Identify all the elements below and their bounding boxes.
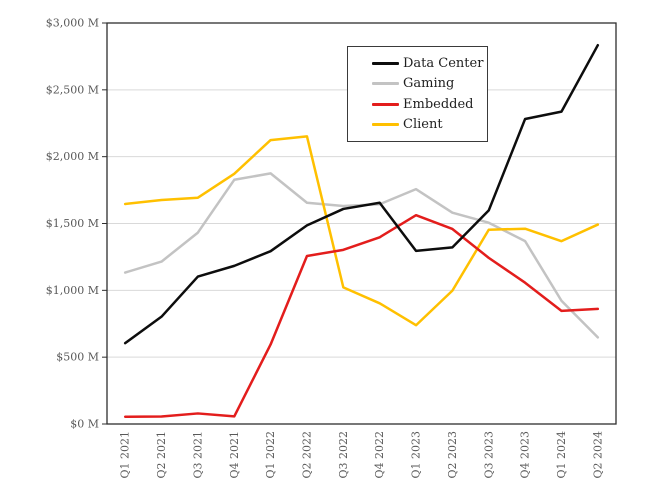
x-axis-label: Q2 2023 bbox=[446, 431, 459, 479]
legend-item-embedded: Embedded bbox=[372, 97, 483, 112]
y-axis-label: $1,000 M bbox=[46, 284, 99, 297]
x-axis-label: Q4 2021 bbox=[228, 431, 241, 479]
x-axis-label: Q1 2024 bbox=[555, 431, 568, 479]
x-axis-label: Q3 2023 bbox=[482, 431, 495, 479]
x-axis-label: Q4 2023 bbox=[519, 431, 532, 479]
data-center-line-swatch bbox=[372, 61, 399, 65]
y-axis-label: $500 M bbox=[56, 351, 99, 364]
client-line-swatch bbox=[372, 123, 399, 127]
series-line-client bbox=[123, 135, 600, 327]
x-axis-label: Q4 2022 bbox=[373, 431, 386, 479]
y-axis-label: $0 M bbox=[70, 418, 99, 431]
series-line-data-center bbox=[123, 43, 600, 345]
x-axis-label: Q2 2022 bbox=[300, 431, 313, 479]
y-axis-label: $3,000 M bbox=[46, 17, 99, 30]
legend-label-embedded: Embedded bbox=[403, 96, 474, 112]
x-axis-label: Q3 2022 bbox=[337, 431, 350, 479]
y-axis-ticks bbox=[102, 22, 107, 425]
legend-item-data-center: Data Center bbox=[372, 56, 483, 71]
embedded-line-swatch bbox=[372, 102, 399, 106]
plot-border bbox=[106, 22, 617, 425]
series-line-embedded bbox=[123, 213, 600, 419]
legend-label-data-center: Data Center bbox=[403, 55, 484, 71]
x-axis-label: Q2 2024 bbox=[591, 431, 604, 479]
legend-label-client: Client bbox=[403, 117, 443, 133]
legend: Data Center Gaming Embedded Client bbox=[347, 46, 488, 142]
legend-label-gaming: Gaming bbox=[403, 76, 455, 92]
legend-item-client: Client bbox=[372, 117, 483, 132]
x-axis-label: Q1 2021 bbox=[119, 431, 132, 479]
x-axis-label: Q1 2023 bbox=[410, 431, 423, 479]
x-axis-label: Q1 2022 bbox=[264, 431, 277, 479]
x-axis-label: Q3 2021 bbox=[191, 431, 204, 479]
y-axis-labels: $0 M $500 M $1,000 M $1,500 M $2,000 M $2,500… bbox=[46, 17, 99, 431]
gaming-line-swatch bbox=[372, 82, 399, 86]
y-axis-label: $1,500 M bbox=[46, 217, 99, 230]
y-axis-label: $2,000 M bbox=[46, 150, 99, 163]
legend-item-gaming: Gaming bbox=[372, 76, 483, 91]
series-lines bbox=[123, 43, 600, 419]
x-axis-labels: Q1 2021 Q2 2021 Q3 2021 Q4 2021 Q1 2022 Q2 20… bbox=[119, 431, 605, 479]
y-axis-label: $2,500 M bbox=[46, 83, 99, 96]
x-axis-label: Q2 2021 bbox=[155, 431, 168, 479]
